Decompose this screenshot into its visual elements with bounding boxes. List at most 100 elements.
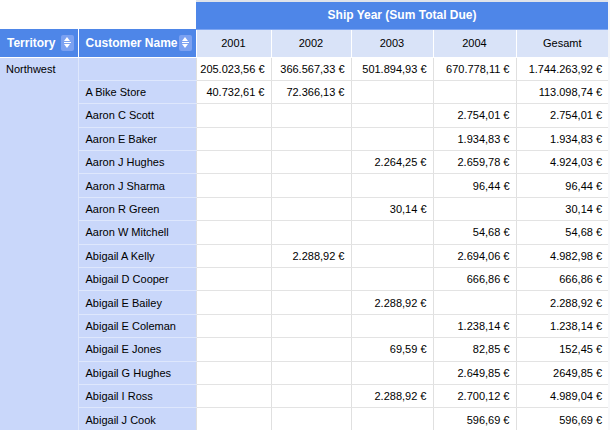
total-value-cell: 2649,85 € bbox=[516, 361, 609, 384]
pivot-table: Ship Year (Sum Total Due) Territory bbox=[0, 0, 610, 430]
table-row: Abigail E Coleman1.238,14 €1.238,14 € bbox=[0, 314, 609, 337]
value-cell bbox=[196, 408, 271, 430]
value-cell bbox=[271, 174, 351, 197]
value-cell bbox=[271, 127, 351, 150]
value-cell bbox=[196, 127, 271, 150]
sort-divider bbox=[182, 42, 189, 43]
total-value-cell: 2.288,92 € bbox=[516, 291, 609, 314]
value-cell bbox=[271, 221, 351, 244]
value-cell bbox=[271, 291, 351, 314]
customer-name-cell: Aaron R Green bbox=[78, 197, 196, 220]
grid-body: Northwest205.023,56 €366.567,33 €501.894… bbox=[0, 57, 609, 430]
customer-name-cell: Aaron C Scott bbox=[78, 104, 196, 127]
customer-name-cell: Aaron J Hughes bbox=[78, 151, 196, 174]
table-row: Abigail A Kelly2.288,92 €2.694,06 €4.982… bbox=[0, 244, 609, 267]
value-cell: 596,69 € bbox=[433, 408, 516, 430]
value-cell bbox=[433, 291, 516, 314]
table-row: Aaron C Scott 2.754,01 €2.754,01 € bbox=[0, 104, 609, 127]
total-value-cell: 596,69 € bbox=[516, 408, 609, 430]
sort-updown-icon[interactable] bbox=[61, 35, 74, 51]
value-cell bbox=[196, 104, 271, 127]
territory-group-cell: Northwest bbox=[0, 57, 78, 430]
value-cell: 2.264,25 € bbox=[351, 151, 433, 174]
total-value-cell: 54,68 € bbox=[516, 221, 609, 244]
total-value-cell: 96,44 € bbox=[516, 174, 609, 197]
value-cell: 2.659,78 € bbox=[433, 151, 516, 174]
value-cell bbox=[196, 174, 271, 197]
customer-name-cell: Abigail J Cook bbox=[78, 408, 196, 430]
territory-header-label: Territory bbox=[7, 36, 55, 50]
value-cell: 2.700,12 € bbox=[433, 384, 516, 407]
sort-updown-icon[interactable] bbox=[179, 35, 192, 51]
value-cell bbox=[271, 384, 351, 407]
value-cell: 2.754,01 € bbox=[433, 104, 516, 127]
value-cell bbox=[351, 104, 433, 127]
value-cell bbox=[196, 361, 271, 384]
value-cell bbox=[351, 268, 433, 291]
value-cell: 2.649,85 € bbox=[433, 361, 516, 384]
value-cell: 501.894,93 € bbox=[351, 57, 433, 80]
value-cell bbox=[196, 314, 271, 337]
data-field-header-row: Ship Year (Sum Total Due) bbox=[0, 1, 609, 29]
table-row: Abigail J Cook 596,69 €596,69 € bbox=[0, 408, 609, 430]
table-row: Aaron J Sharma96,44 €96,44 € bbox=[0, 174, 609, 197]
table-row: Abigail G Hughes2.649,85 €2649,85 € bbox=[0, 361, 609, 384]
total-value-cell: 4.924,03 € bbox=[516, 151, 609, 174]
value-cell: 2.694,06 € bbox=[433, 244, 516, 267]
value-cell: 2.288,92 € bbox=[351, 291, 433, 314]
value-cell bbox=[351, 221, 433, 244]
sort-asc-icon bbox=[64, 37, 70, 41]
column-header-2004[interactable]: 2004 bbox=[433, 29, 516, 57]
column-header-territory[interactable]: Territory bbox=[0, 29, 78, 57]
value-cell bbox=[196, 197, 271, 220]
customer-name-cell bbox=[78, 57, 196, 80]
customer-name-cell: Aaron W Mitchell bbox=[78, 221, 196, 244]
total-value-cell: 1.744.263,92 € bbox=[516, 57, 609, 80]
table-row: Aaron J Hughes 2.264,25 €2.659,78 €4.924,… bbox=[0, 151, 609, 174]
total-value-cell: 152,45 € bbox=[516, 338, 609, 361]
total-value-cell: 2.754,01 € bbox=[516, 104, 609, 127]
table-row: Aaron E Baker 1.934,83 €1.934,83 € bbox=[0, 127, 609, 150]
column-header-2001[interactable]: 2001 bbox=[196, 29, 271, 57]
value-cell: 30,14 € bbox=[351, 197, 433, 220]
customer-name-header-label: Customer Name bbox=[86, 36, 178, 50]
corner-spacer bbox=[0, 1, 196, 29]
customer-name-cell: Abigail E Bailey bbox=[78, 291, 196, 314]
value-cell bbox=[271, 314, 351, 337]
value-cell bbox=[271, 151, 351, 174]
sort-divider bbox=[64, 42, 71, 43]
customer-name-cell: Aaron E Baker bbox=[78, 127, 196, 150]
column-header-2003[interactable]: 2003 bbox=[351, 29, 433, 57]
value-cell: 670.778,11 € bbox=[433, 57, 516, 80]
column-header-2002[interactable]: 2002 bbox=[271, 29, 351, 57]
value-cell bbox=[433, 80, 516, 103]
value-cell: 54,68 € bbox=[433, 221, 516, 244]
value-cell: 1.934,83 € bbox=[433, 127, 516, 150]
value-cell: 72.366,13 € bbox=[271, 80, 351, 103]
customer-name-cell: Aaron J Sharma bbox=[78, 174, 196, 197]
table-row: Northwest205.023,56 €366.567,33 €501.894… bbox=[0, 57, 609, 80]
value-cell bbox=[433, 197, 516, 220]
value-cell: 2.288,92 € bbox=[351, 384, 433, 407]
data-field-header[interactable]: Ship Year (Sum Total Due) bbox=[196, 1, 609, 29]
value-cell bbox=[271, 268, 351, 291]
table-row: Aaron W Mitchell 54,68 €54,68 € bbox=[0, 221, 609, 244]
value-cell: 82,85 € bbox=[433, 338, 516, 361]
table-row: Aaron R Green 30,14 € 30,14 € bbox=[0, 197, 609, 220]
table-row: Abigail E Jones69,59 €82,85 €152,45 € bbox=[0, 338, 609, 361]
value-cell bbox=[196, 244, 271, 267]
value-cell bbox=[351, 314, 433, 337]
value-cell bbox=[196, 268, 271, 291]
total-value-cell: 30,14 € bbox=[516, 197, 609, 220]
column-header-row: Territory Customer Name bbox=[0, 29, 609, 57]
total-value-cell: 666,86 € bbox=[516, 268, 609, 291]
column-header-customer-name[interactable]: Customer Name bbox=[78, 29, 196, 57]
value-cell bbox=[351, 80, 433, 103]
sort-desc-icon bbox=[182, 44, 188, 48]
value-cell: 40.732,61 € bbox=[196, 80, 271, 103]
column-header-gesamt[interactable]: Gesamt bbox=[516, 29, 609, 57]
total-value-cell: 1.934,83 € bbox=[516, 127, 609, 150]
value-cell bbox=[351, 408, 433, 430]
value-cell bbox=[351, 127, 433, 150]
value-cell bbox=[196, 384, 271, 407]
